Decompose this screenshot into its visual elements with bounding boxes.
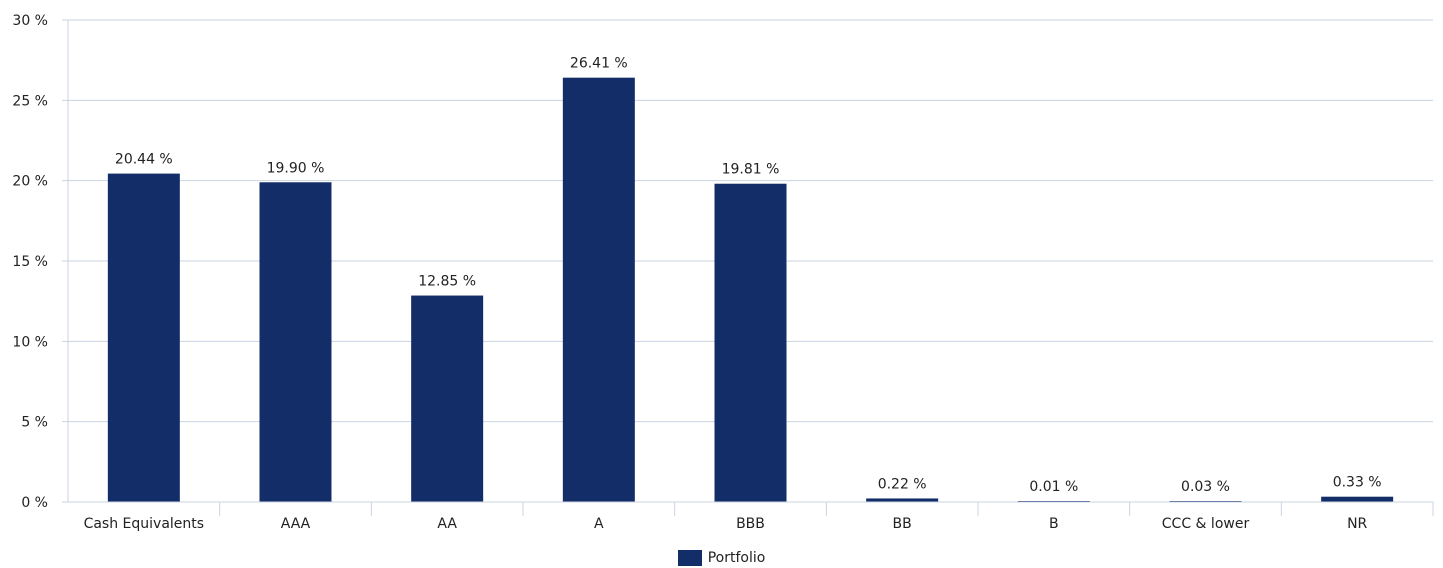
- bar[interactable]: [259, 182, 332, 503]
- y-tick-label: 0 %: [21, 495, 48, 511]
- bar-chart: 0 % 5 % 10 % 15 % 20 % 25 % 30 % 20.44 % 19.90 …: [12, 13, 1434, 532]
- legend-label: Portfolio: [707, 550, 766, 566]
- data-label: 0.03 %: [1181, 479, 1230, 495]
- x-axis-ticks: Cash Equivalents AAA AA A BBB BB B CCC & lower N…: [84, 502, 1434, 532]
- bar[interactable]: [107, 173, 180, 502]
- data-label: 20.44 %: [115, 152, 173, 168]
- x-tick-label: AAA: [281, 516, 311, 532]
- x-tick-label: BBB: [736, 516, 765, 532]
- data-labels: 20.44 % 19.90 % 12.85 % 26.41 % 19.81 % 0.22 …: [115, 56, 1382, 495]
- bars: [107, 77, 1394, 503]
- x-tick-label: BB: [893, 516, 912, 532]
- y-tick-label: 15 %: [12, 254, 48, 270]
- x-tick-label: B: [1049, 516, 1059, 532]
- legend-item-portfolio[interactable]: Portfolio: [677, 550, 766, 566]
- x-tick-label: NR: [1347, 516, 1367, 532]
- y-tick-label: 5 %: [21, 415, 48, 431]
- x-tick-label: Cash Equivalents: [84, 516, 205, 532]
- bar[interactable]: [1321, 496, 1394, 502]
- data-label: 26.41 %: [570, 56, 628, 72]
- bar[interactable]: [866, 498, 939, 502]
- data-label: 19.90 %: [267, 160, 325, 176]
- y-axis-ticks: 0 % 5 % 10 % 15 % 20 % 25 % 30 %: [12, 13, 48, 511]
- y-tick-label: 10 %: [12, 334, 48, 350]
- data-label: 0.22 %: [878, 476, 927, 492]
- y-tick-label: 30 %: [12, 13, 48, 29]
- data-label: 0.33 %: [1333, 475, 1382, 491]
- data-label: 19.81 %: [722, 162, 780, 178]
- y-tick-label: 20 %: [12, 174, 48, 190]
- x-tick-label: AA: [437, 516, 457, 532]
- legend: Portfolio: [0, 548, 1443, 568]
- bar[interactable]: [714, 183, 787, 502]
- x-tick-label: A: [594, 516, 604, 532]
- bar[interactable]: [562, 77, 635, 503]
- legend-swatch: [677, 550, 702, 566]
- y-tick-label: 25 %: [12, 93, 48, 109]
- bar[interactable]: [411, 295, 484, 502]
- x-tick-label: CCC & lower: [1162, 516, 1250, 532]
- data-label: 0.01 %: [1029, 479, 1078, 495]
- data-label: 12.85 %: [418, 274, 476, 290]
